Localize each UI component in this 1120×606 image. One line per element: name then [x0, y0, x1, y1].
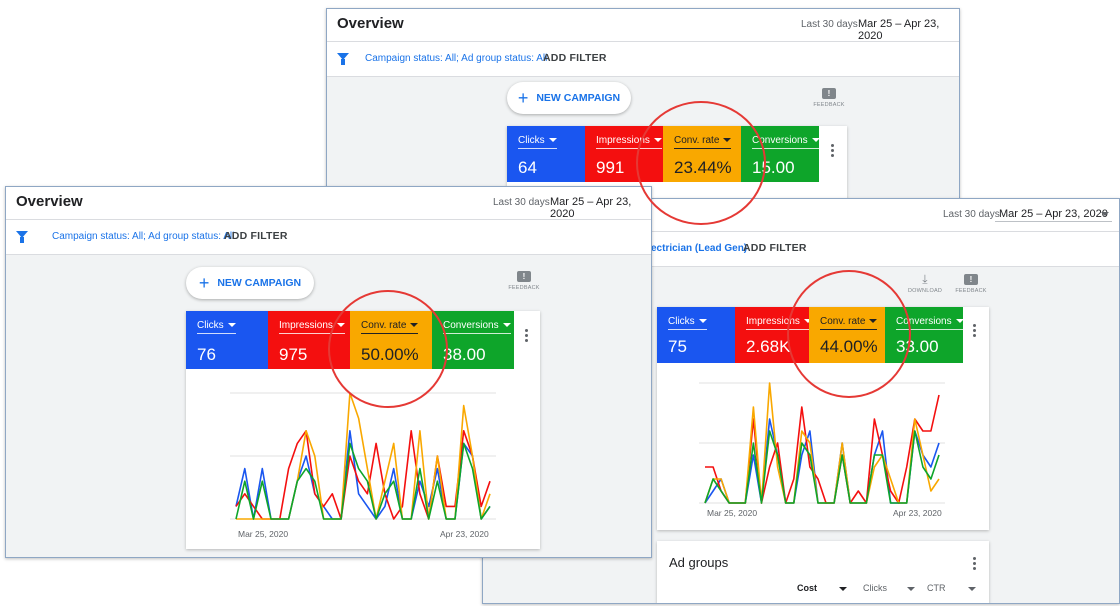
download-label: DOWNLOAD [908, 288, 942, 294]
feedback-label: FEEDBACK [955, 288, 987, 294]
date-range-picker[interactable]: Mar 25 – Apr 23, 2020 [854, 17, 959, 44]
metric-dropdown-conversions[interactable]: Conversions [443, 320, 511, 334]
annotation-circle-right [787, 270, 911, 398]
new-campaign-label: NEW CAMPAIGN [536, 92, 621, 104]
download-button[interactable]: ⤓ DOWNLOAD [907, 273, 943, 294]
overview-header: Overview Last 30 days Mar 25 – Apr 23, 2… [6, 187, 651, 222]
date-range-label: Last 30 days [943, 209, 1000, 220]
performance-chart [699, 382, 945, 504]
caret-down-icon [955, 319, 964, 324]
filter-status[interactable]: Campaign status: All; Ad group status: A… [365, 53, 548, 64]
filter-icon[interactable] [337, 53, 349, 65]
feedback-button[interactable]: ! FEEDBACK [813, 88, 845, 108]
series-line-conversions [235, 442, 491, 520]
plus-icon: + [517, 88, 529, 108]
page-title: Overview [16, 193, 83, 210]
x-axis-end-label: Apr 23, 2020 [893, 508, 942, 518]
overview-header: Overview Last 30 days Mar 25 – Apr 23, 2… [327, 9, 959, 44]
more-vert-icon[interactable] [525, 329, 528, 344]
metric-value-impressions: 991 [596, 158, 625, 177]
filter-status[interactable]: ectrician (Lead Gen) [651, 243, 748, 254]
feedback-button[interactable]: ! FEEDBACK [955, 274, 987, 294]
metric-value-clicks: 75 [668, 337, 687, 356]
date-range-picker[interactable]: Mar 25 – Apr 23, 2020 [546, 195, 651, 222]
date-range-label: Last 30 days [493, 197, 550, 208]
caret-down-icon [548, 138, 557, 143]
more-vert-icon[interactable] [973, 557, 976, 572]
new-campaign-button[interactable]: + NEW CAMPAIGN [186, 267, 314, 299]
ad-groups-title: Ad groups [669, 555, 729, 570]
feedback-icon: ! [964, 274, 978, 285]
more-vert-icon[interactable] [973, 324, 976, 339]
metric-dropdown-clicks[interactable]: Clicks [518, 135, 557, 149]
metric-value-impressions: 975 [279, 345, 308, 364]
more-vert-icon[interactable] [831, 144, 834, 159]
x-axis-end-label: Apr 23, 2020 [440, 529, 489, 539]
x-axis-start-label: Mar 25, 2020 [707, 508, 758, 518]
metric-dropdown-conversions[interactable]: Conversions [752, 135, 820, 149]
filter-bar: Campaign status: All; Ad group status: A… [6, 220, 651, 255]
caret-down-icon [227, 323, 236, 328]
ad-groups-card: Ad groups Cost Clicks CTR [657, 541, 989, 603]
add-filter-button[interactable]: ADD FILTER [543, 52, 607, 64]
column-header-ctr[interactable]: CTR [927, 583, 976, 593]
caret-down-icon [907, 586, 915, 591]
window-overview-front: Overview Last 30 days Mar 25 – Apr 23, 2… [5, 186, 652, 558]
metric-value-clicks: 64 [518, 158, 537, 177]
feedback-label: FEEDBACK [813, 102, 845, 108]
metric-tile-clicks[interactable]: Clicks 75 [657, 307, 735, 363]
metric-value-conversions: 38.00 [443, 345, 486, 364]
caret-down-icon [839, 586, 847, 591]
feedback-label: FEEDBACK [508, 285, 540, 291]
metric-value-clicks: 76 [197, 345, 216, 364]
new-campaign-button[interactable]: + NEW CAMPAIGN [507, 82, 631, 114]
date-range-picker[interactable]: Mar 25 – Apr 23, 2020 [995, 207, 1112, 222]
annotation-circle-top [636, 101, 766, 225]
caret-down-icon [811, 138, 820, 143]
x-axis-start-label: Mar 25, 2020 [238, 529, 289, 539]
metrics-card: Clicks 75 Impressions 2.68K Conv. rate 4… [657, 307, 989, 530]
metric-tile-clicks[interactable]: Clicks 76 [186, 311, 268, 369]
series-line-conversions [704, 430, 940, 504]
filter-status[interactable]: Campaign status: All; Ad group status: A… [52, 231, 235, 242]
new-campaign-label: NEW CAMPAIGN [217, 277, 302, 289]
column-header-clicks[interactable]: Clicks [863, 583, 915, 593]
feedback-icon: ! [822, 88, 836, 99]
metric-tile-clicks[interactable]: Clicks 64 [507, 126, 585, 182]
series-line-impressions [705, 394, 940, 504]
add-filter-button[interactable]: ADD FILTER [224, 230, 288, 242]
feedback-icon: ! [517, 271, 531, 282]
caret-down-icon [502, 323, 511, 328]
metric-dropdown-clicks[interactable]: Clicks [197, 320, 236, 334]
filter-bar: Campaign status: All; Ad group status: A… [327, 42, 959, 77]
caret-down-icon[interactable] [1101, 212, 1109, 216]
annotation-circle-front [328, 290, 448, 408]
date-range-label: Last 30 days [801, 19, 858, 30]
metric-dropdown-conversions[interactable]: Conversions [896, 316, 964, 330]
caret-down-icon [967, 586, 976, 591]
page-title: Overview [337, 15, 404, 32]
download-icon: ⤓ [922, 272, 928, 286]
filter-icon[interactable] [16, 231, 28, 243]
feedback-button[interactable]: ! FEEDBACK [506, 271, 542, 291]
column-header-cost[interactable]: Cost [797, 583, 847, 593]
add-filter-button[interactable]: ADD FILTER [743, 242, 807, 254]
metric-value-impressions: 2.68K [746, 337, 791, 356]
caret-down-icon [698, 319, 707, 324]
metric-dropdown-clicks[interactable]: Clicks [668, 316, 707, 330]
plus-icon: + [198, 273, 210, 293]
